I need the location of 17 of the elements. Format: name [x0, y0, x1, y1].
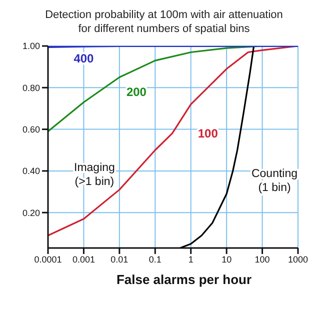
x-tick-label: 0.0001	[34, 254, 62, 264]
x-tick-label: 0.001	[72, 254, 95, 264]
x-axis-title: False alarms per hour	[115, 272, 253, 287]
x-tick-label: 1000	[288, 254, 308, 264]
y-tick-label: 0.60	[22, 124, 40, 134]
chart-title: Detection probability at 100m with air attenuation for different numbers of spatial bins	[44, 8, 284, 36]
x-tick-label: 0.01	[110, 254, 128, 264]
x-tick-label: 0.1	[148, 254, 162, 264]
x-tick-label: 1	[188, 254, 194, 264]
y-tick-label: 0.80	[22, 82, 40, 93]
y-tick-label: 1.00	[22, 41, 40, 52]
series-label: 100	[198, 126, 218, 141]
series-label: 200	[126, 84, 147, 99]
x-tick-label: 100	[254, 254, 270, 264]
x-tick-label: 10	[222, 254, 232, 264]
y-tick-label: 0.40	[22, 166, 40, 176]
y-tick-label: 0.20	[22, 208, 40, 218]
